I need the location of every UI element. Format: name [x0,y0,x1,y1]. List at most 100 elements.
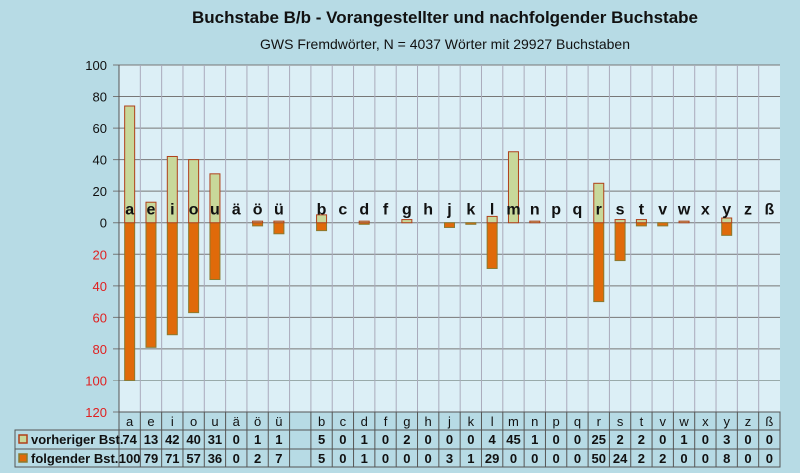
table-category: z [745,414,752,429]
y-tick-label: 80 [93,342,107,357]
table-value: 79 [144,451,158,466]
table-category: m [508,414,519,429]
table-value: 5 [318,451,325,466]
table-category: d [361,414,368,429]
table-category: q [574,414,581,429]
table-value: 50 [592,451,606,466]
chart-subtitle: GWS Fremdwörter, N = 4037 Wörter mit 299… [260,36,630,52]
table-value: 2 [254,451,261,466]
table-value: 0 [702,451,709,466]
category-label-in-plot: ä [232,202,241,219]
bar-vorheriger [678,220,690,224]
bar-vorheriger [145,201,157,224]
table-value: 7 [275,451,282,466]
table-value: 40 [186,432,200,447]
y-tick-label: 120 [85,405,107,420]
category-label-in-plot: r [596,202,602,219]
table-value: 24 [613,451,628,466]
table-value: 0 [531,451,538,466]
table-category: v [659,414,666,429]
table-value: 74 [122,432,137,447]
table-value: 0 [233,451,240,466]
plot-area [119,65,780,412]
y-tick-label: 100 [85,58,107,73]
category-label-in-plot: f [383,202,389,219]
table-category: i [171,414,174,429]
category-label-in-plot: l [490,202,494,219]
table-value: 0 [744,451,751,466]
bar-vorheriger [721,217,733,224]
table-category: e [147,414,154,429]
bar-vorheriger [188,159,200,224]
table-value: 1 [275,432,282,447]
category-label-in-plot: ß [764,202,774,219]
bar-vorheriger [166,155,178,224]
table-value: 1 [361,432,368,447]
table-category: b [318,414,325,429]
table-value: 8 [723,451,730,466]
table-category: ü [275,414,282,429]
table-value: 0 [339,432,346,447]
table-category: t [640,414,644,429]
table-value: 0 [403,451,410,466]
table-value: 36 [208,451,222,466]
table-value: 0 [766,451,773,466]
table-category: u [211,414,218,429]
bar-vorheriger [316,214,328,224]
table-value: 0 [382,451,389,466]
table-category: w [678,414,689,429]
bar-vorheriger [209,173,221,224]
bar-folgender [166,222,178,336]
table-category: l [491,414,494,429]
y-tick-label: 40 [93,279,107,294]
bar-folgender [316,222,328,232]
table-value: 0 [574,451,581,466]
bar-vorheriger [124,105,136,224]
category-label-in-plot: i [170,202,174,219]
table-category: h [425,414,432,429]
table-value: 2 [616,432,623,447]
bar-folgender [465,222,477,225]
category-label-in-plot: t [639,202,645,219]
table-category: o [190,414,197,429]
table-category: k [468,414,475,429]
category-label-in-plot: d [359,202,369,219]
table-value: 1 [531,432,538,447]
table-value: 29 [485,451,499,466]
table-value: 1 [680,432,687,447]
category-label-in-plot: p [551,202,561,219]
bar-folgender [273,222,285,235]
bar-folgender [614,222,626,262]
category-label-in-plot: a [125,202,134,219]
bar-folgender [444,222,455,228]
category-label-in-plot: o [189,202,199,219]
table-value: 100 [119,451,141,466]
table-value: 57 [186,451,200,466]
y-tick-label: 80 [93,90,107,105]
table-value: 0 [382,432,389,447]
table-value: 0 [425,451,432,466]
table-value: 0 [233,432,240,447]
bar-folgender [721,222,733,236]
table-value: 0 [766,432,773,447]
table-value: 45 [506,432,520,447]
bar-vorheriger [273,220,285,224]
category-label-in-plot: ü [274,202,284,219]
table-category: g [403,414,410,429]
table-value: 0 [510,451,517,466]
bar-folgender [124,222,136,381]
table-value: 0 [744,432,751,447]
category-label-in-plot: x [701,202,710,219]
category-label-in-plot: h [423,202,433,219]
table-value: 2 [638,451,645,466]
table-value: 0 [574,432,581,447]
table-category: a [126,414,134,429]
table-value: 3 [723,432,730,447]
category-label-in-plot: s [616,202,625,219]
category-label-in-plot: b [317,202,327,219]
table-category: n [531,414,538,429]
table-category: r [597,414,602,429]
table-category: ä [233,414,241,429]
table-category: j [447,414,451,429]
table-value: 0 [552,432,559,447]
